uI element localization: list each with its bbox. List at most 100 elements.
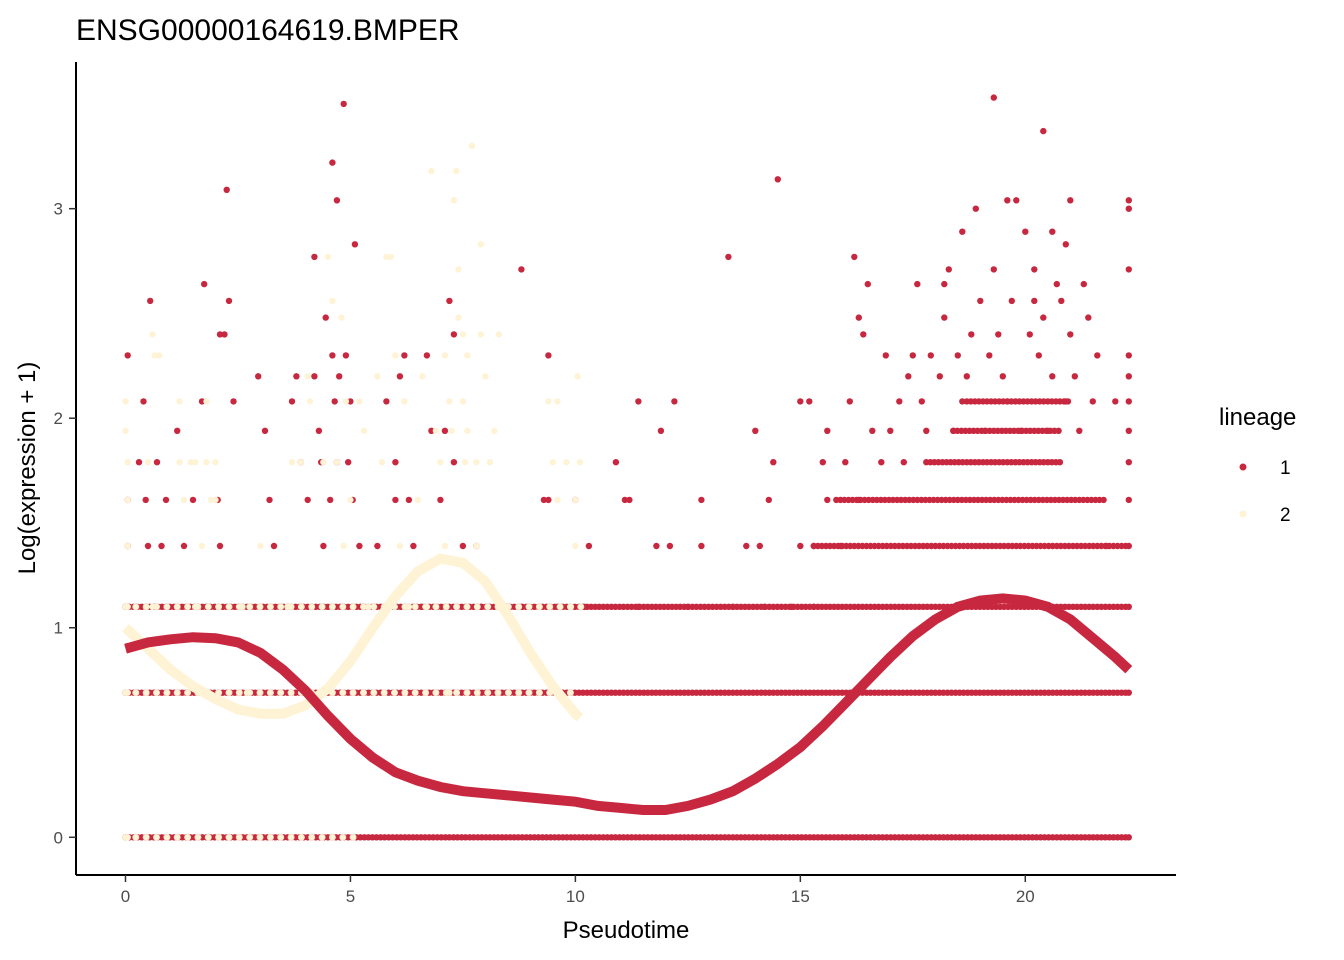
point-series-2 [318,833,326,841]
point-series-1 [585,542,593,550]
point-series-1 [401,352,408,359]
point-series-1 [1049,228,1056,235]
point-series-1 [797,542,804,550]
point-series-1 [140,398,147,405]
point-series-1 [1125,373,1133,380]
point-series-2 [333,459,341,466]
point-series-1 [981,427,988,434]
point-series-1 [837,542,844,550]
point-series-1 [927,352,934,359]
point-series-2 [390,689,398,697]
point-series-2 [535,689,543,697]
point-series-2 [142,833,150,841]
point-series-1 [518,266,525,273]
point-series-2 [432,603,440,611]
point-series-2 [239,603,246,610]
point-series-2 [184,603,192,611]
point-series-2 [432,689,440,697]
point-series-2 [577,603,585,611]
point-series-1 [905,373,912,380]
point-series-2 [297,833,305,841]
point-series-2 [124,496,131,504]
point-series-2 [324,253,332,261]
point-series-2 [266,603,274,611]
point-series-1 [1125,352,1133,359]
point-series-1 [869,427,876,434]
point-series-2 [306,398,314,405]
point-series-2 [484,603,492,611]
point-series-1 [1008,297,1015,305]
point-series-1 [174,427,181,434]
point-series-2 [463,689,471,697]
point-series-2 [149,603,156,610]
point-series-2 [567,603,575,610]
point-series-1 [459,542,467,550]
point-series-1 [545,496,552,504]
point-series-2 [173,833,181,841]
y-tick-label: 3 [54,200,63,219]
point-series-1 [824,496,831,504]
point-series-2 [473,689,481,697]
point-series-1 [225,297,233,305]
point-series-2 [383,253,390,261]
point-series-2 [486,459,494,466]
point-series-2 [545,398,552,405]
point-series-2 [122,427,129,434]
point-series-2 [184,833,192,841]
point-series-1 [657,427,665,434]
point-series-1 [1026,331,1034,338]
point-series-2 [144,459,152,466]
point-series-1 [201,280,208,288]
point-series-2 [318,603,326,611]
legend-key-2 [1239,510,1247,518]
point-series-1 [950,427,957,434]
point-series-1 [1125,603,1133,610]
point-series-1 [990,94,997,101]
point-series-2 [574,373,581,380]
point-series-2 [405,603,413,610]
point-series-2 [176,459,183,466]
point-series-1 [612,459,620,466]
point-series-2 [473,459,480,466]
point-series-2 [132,689,140,697]
point-series-1 [986,352,993,359]
point-series-1 [405,496,413,504]
point-series-1 [221,331,228,338]
point-series-2 [142,689,150,697]
x-axis-title: Pseudotime [563,917,690,944]
point-series-2 [124,834,131,841]
point-series-2 [442,603,450,611]
point-series-2 [378,459,386,466]
point-series-2 [422,689,430,697]
point-series-1 [756,542,763,550]
point-series-1 [1055,427,1062,434]
point-series-2 [132,603,140,611]
point-series-1 [1053,280,1061,288]
point-series-1 [954,352,961,359]
point-series-1 [671,398,678,405]
point-series-1 [142,496,149,504]
point-series-1 [1022,228,1029,235]
legend: lineage 1 2 [1219,404,1296,526]
point-series-2 [203,398,210,405]
point-series-2 [277,689,285,697]
point-series-2 [482,373,489,380]
point-series-2 [339,689,347,697]
point-series-2 [308,603,316,611]
point-series-2 [432,427,440,434]
point-series-2 [184,689,192,697]
point-series-2 [203,459,210,466]
point-series-1 [635,398,642,405]
point-series-2 [459,331,467,338]
point-series-2 [419,373,426,380]
point-series-1 [1085,314,1092,321]
point-series-1 [999,373,1006,380]
point-series-2 [453,689,461,697]
point-series-1 [1013,197,1020,204]
point-series-2 [349,689,357,697]
point-series-2 [495,331,503,338]
point-series-2 [349,603,357,611]
point-series-2 [288,459,296,466]
point-series-1 [1103,542,1110,550]
